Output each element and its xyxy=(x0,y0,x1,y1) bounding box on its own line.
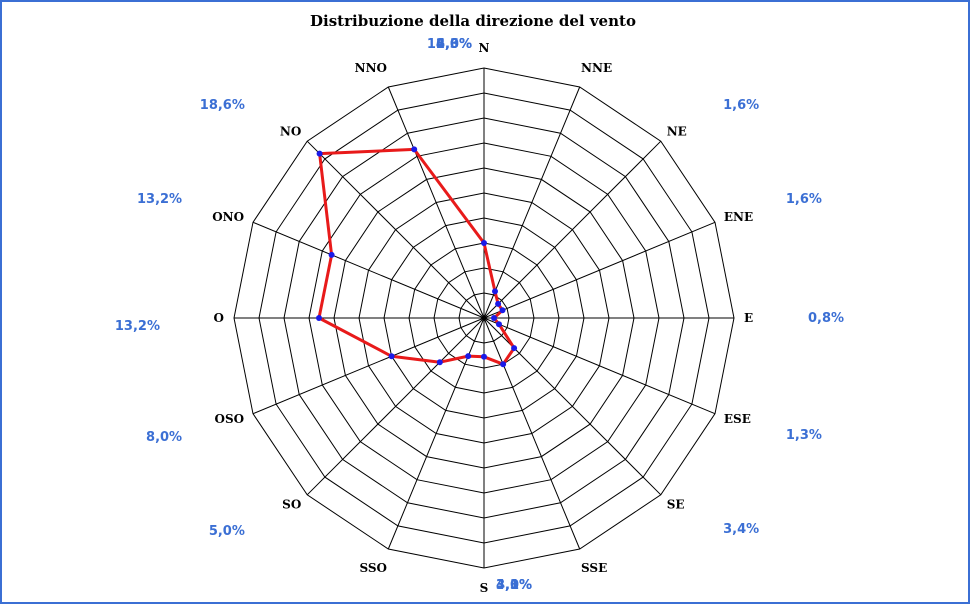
value-label-oso: 8,0% xyxy=(146,430,182,445)
direction-label-ono: ONO xyxy=(212,210,244,224)
direction-label-no: NO xyxy=(280,124,301,138)
data-point-e xyxy=(491,315,497,321)
value-label-ese: 1,3% xyxy=(786,428,822,443)
data-point-so xyxy=(436,359,443,366)
spoke-ne xyxy=(483,140,662,319)
value-label-sso: 3,3% xyxy=(496,578,532,593)
data-point-ese xyxy=(496,321,502,328)
spoke-ono xyxy=(252,221,485,319)
value-label-sse: 4,0% xyxy=(496,578,532,593)
value-label-s: 3,1% xyxy=(496,578,532,593)
radar-grid xyxy=(233,67,735,569)
data-point-ene xyxy=(499,307,506,314)
direction-label-nne: NNE xyxy=(581,61,612,75)
data-point-ono xyxy=(328,251,335,258)
direction-label-oso: OSO xyxy=(215,412,245,426)
chart-title: Distribuzione della direzione del vento xyxy=(310,12,636,30)
spoke-no xyxy=(306,140,485,319)
direction-label-ene: ENE xyxy=(724,210,753,224)
value-label-so: 5,0% xyxy=(209,524,245,539)
data-point-sso xyxy=(465,353,472,360)
value-label-e: 0,8% xyxy=(808,311,844,326)
data-point-nno xyxy=(411,146,418,153)
direction-label-o: O xyxy=(214,311,224,325)
value-label-no: 18,6% xyxy=(200,98,245,113)
direction-label-e: E xyxy=(744,311,753,325)
data-point-no xyxy=(316,150,323,157)
direction-label-nno: NNO xyxy=(355,61,387,75)
value-label-ne: 1,6% xyxy=(723,98,759,113)
value-label-se: 3,4% xyxy=(723,522,759,537)
spoke-oso xyxy=(252,317,485,415)
spoke-so xyxy=(306,317,485,496)
data-point-sse xyxy=(500,361,507,368)
spoke-nno xyxy=(387,86,485,319)
direction-label-se: SE xyxy=(667,498,685,512)
data-point-ne xyxy=(495,300,502,307)
spoke-sse xyxy=(483,317,581,550)
spoke-ese xyxy=(483,317,716,415)
spoke-sso xyxy=(387,317,485,550)
data-point-n xyxy=(481,240,487,246)
value-label-n: 6,0% xyxy=(436,37,472,52)
value-label-nne: 2,3% xyxy=(436,37,472,52)
direction-label-ese: ESE xyxy=(724,412,751,426)
direction-label-s: S xyxy=(480,581,489,595)
direction-label-ne: NE xyxy=(667,124,687,138)
direction-label-n: N xyxy=(479,41,490,55)
data-point-oso xyxy=(388,353,395,360)
data-point-se xyxy=(511,345,518,352)
data-point-s xyxy=(481,353,487,360)
radar-series xyxy=(316,146,518,368)
value-label-o: 13,2% xyxy=(115,319,160,334)
value-label-nno: 14,6% xyxy=(427,37,472,52)
data-point-nne xyxy=(492,288,498,295)
direction-label-so: SO xyxy=(282,498,301,512)
spoke-nne xyxy=(483,86,581,319)
direction-label-sse: SSE xyxy=(581,561,607,575)
direction-label-sso: SSO xyxy=(359,561,387,575)
spoke-ene xyxy=(483,221,716,319)
data-point-o xyxy=(316,315,322,321)
value-label-ono: 13,2% xyxy=(137,192,182,207)
value-label-ene: 1,6% xyxy=(786,192,822,207)
radar-labels: N 6,0% NNE 2,3% NE 1,6% ENE 1,6% E 0,8% ESE 1,3% SE 3… xyxy=(115,37,844,595)
